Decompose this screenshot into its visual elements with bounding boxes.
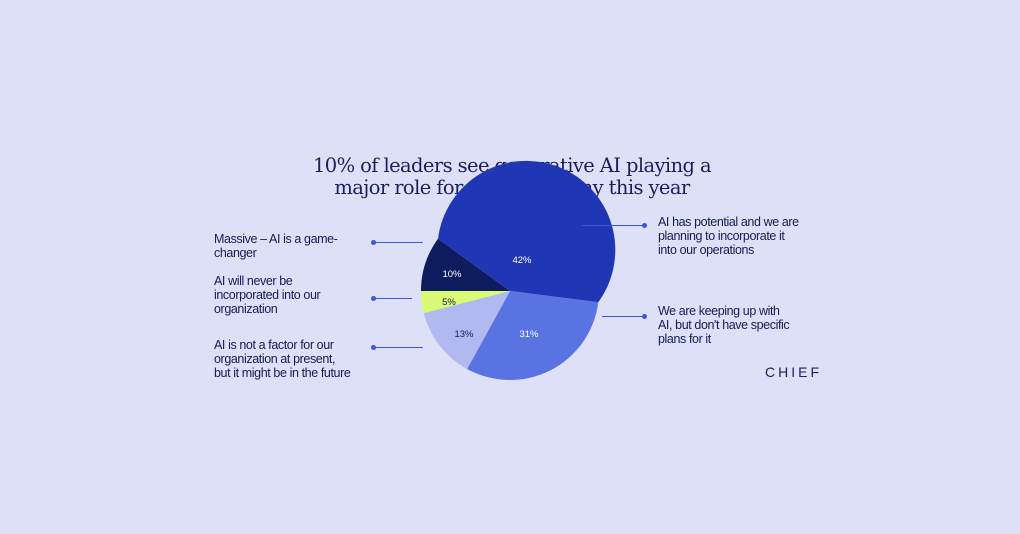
label-line: planning to incorporate it xyxy=(658,229,785,243)
connector-line xyxy=(602,316,644,317)
label-line: AI, but don't have specific xyxy=(658,318,790,332)
label-line: into our operations xyxy=(658,243,754,257)
label-line: AI will never be xyxy=(214,274,293,288)
label-line: We are keeping up with xyxy=(658,304,780,318)
label-line: but it might be in the future xyxy=(214,366,351,380)
label-not-factor: AI is not a factor for our organization … xyxy=(214,338,351,380)
connector-line xyxy=(373,347,423,348)
slice-value-not-factor: 13% xyxy=(454,329,474,340)
slice-keeping-up xyxy=(467,291,599,381)
connector-line xyxy=(373,242,423,243)
chief-logo: CHIEF xyxy=(765,364,822,380)
slice-massive xyxy=(421,238,510,291)
slice-potential xyxy=(438,160,616,303)
label-line: Massive – AI is a game- xyxy=(214,232,338,246)
label-potential: AI has potential and we are planning to … xyxy=(658,215,799,257)
label-keeping-up: We are keeping up with AI, but don't hav… xyxy=(658,304,790,346)
connector-line xyxy=(373,298,412,299)
connector-dot xyxy=(642,223,647,228)
connector-line xyxy=(582,225,644,226)
label-never: AI will never be incorporated into our o… xyxy=(214,274,321,316)
label-line: organization xyxy=(214,302,278,316)
label-line: AI is not a factor for our xyxy=(214,338,334,352)
slice-value-potential: 42% xyxy=(512,255,532,266)
connector-dot xyxy=(642,314,647,319)
label-line: AI has potential and we are xyxy=(658,215,799,229)
label-line: changer xyxy=(214,246,257,260)
slice-not-factor xyxy=(423,291,510,369)
slice-value-massive: 10% xyxy=(442,269,462,280)
label-line: organization at present, xyxy=(214,352,336,366)
label-line: plans for it xyxy=(658,332,711,346)
label-line: incorporated into our xyxy=(214,288,321,302)
slice-never xyxy=(421,291,510,314)
label-massive: Massive – AI is a game- changer xyxy=(214,232,338,260)
slice-value-never: 5% xyxy=(442,297,456,308)
slice-value-keeping-up: 31% xyxy=(519,329,539,340)
